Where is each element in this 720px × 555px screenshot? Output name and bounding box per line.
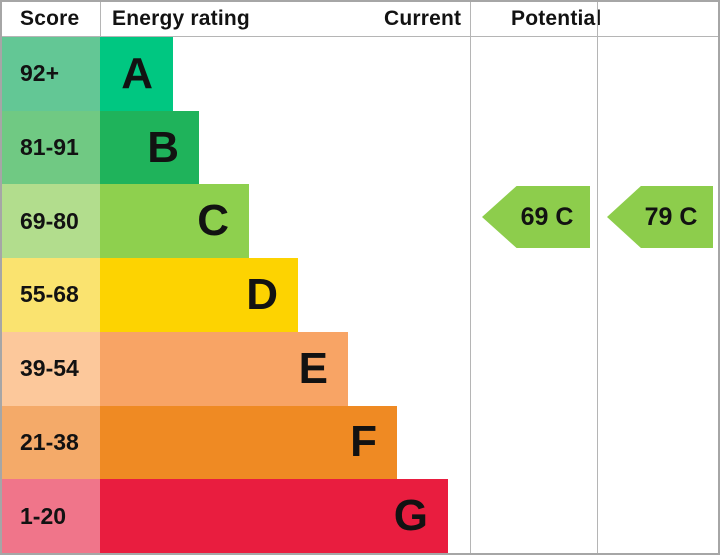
band-letter-b: B [147, 122, 179, 172]
band-bar-b: B [100, 110, 199, 185]
band-row-g: 1-20 G [2, 479, 718, 553]
band-bar-a: A [100, 37, 173, 111]
header-score-label: Score [20, 7, 80, 30]
score-range-f: 21-38 [2, 405, 100, 480]
band-letter-g: G [393, 491, 428, 541]
header-potential-label: Potential [511, 7, 602, 30]
score-range-g: 1-20 [2, 479, 100, 553]
potential-column-divider [597, 2, 598, 553]
header-current-label: Current [384, 7, 462, 30]
band-bar-e: E [100, 331, 348, 406]
score-column-divider [100, 2, 101, 37]
band-row-e: 39-54 E [2, 331, 718, 406]
band-letter-f: F [350, 417, 377, 467]
score-range-e: 39-54 [2, 331, 100, 406]
header-energy-rating-label: Energy rating [112, 7, 250, 30]
band-bar-d: D [100, 258, 298, 332]
current-column-divider [470, 2, 471, 553]
band-row-f: 21-38 F [2, 405, 718, 480]
score-range-b: 81-91 [2, 110, 100, 185]
band-row-c: 69-80 C [2, 184, 718, 259]
band-letter-c: C [197, 196, 229, 246]
band-letter-d: D [246, 269, 278, 319]
band-row-d: 55-68 D [2, 258, 718, 332]
band-letter-e: E [298, 343, 328, 393]
band-letter-a: A [121, 48, 153, 98]
band-bar-g: G [100, 479, 448, 553]
band-row-b: 81-91 B [2, 110, 718, 185]
band-row-a: 92+ A [2, 37, 718, 111]
score-range-d: 55-68 [2, 258, 100, 332]
chart-header: Score Energy rating Current Potential [2, 2, 718, 37]
score-range-a: 92+ [2, 37, 100, 111]
band-bar-c: C [100, 184, 249, 259]
score-range-c: 69-80 [2, 184, 100, 259]
band-bar-f: F [100, 405, 397, 480]
